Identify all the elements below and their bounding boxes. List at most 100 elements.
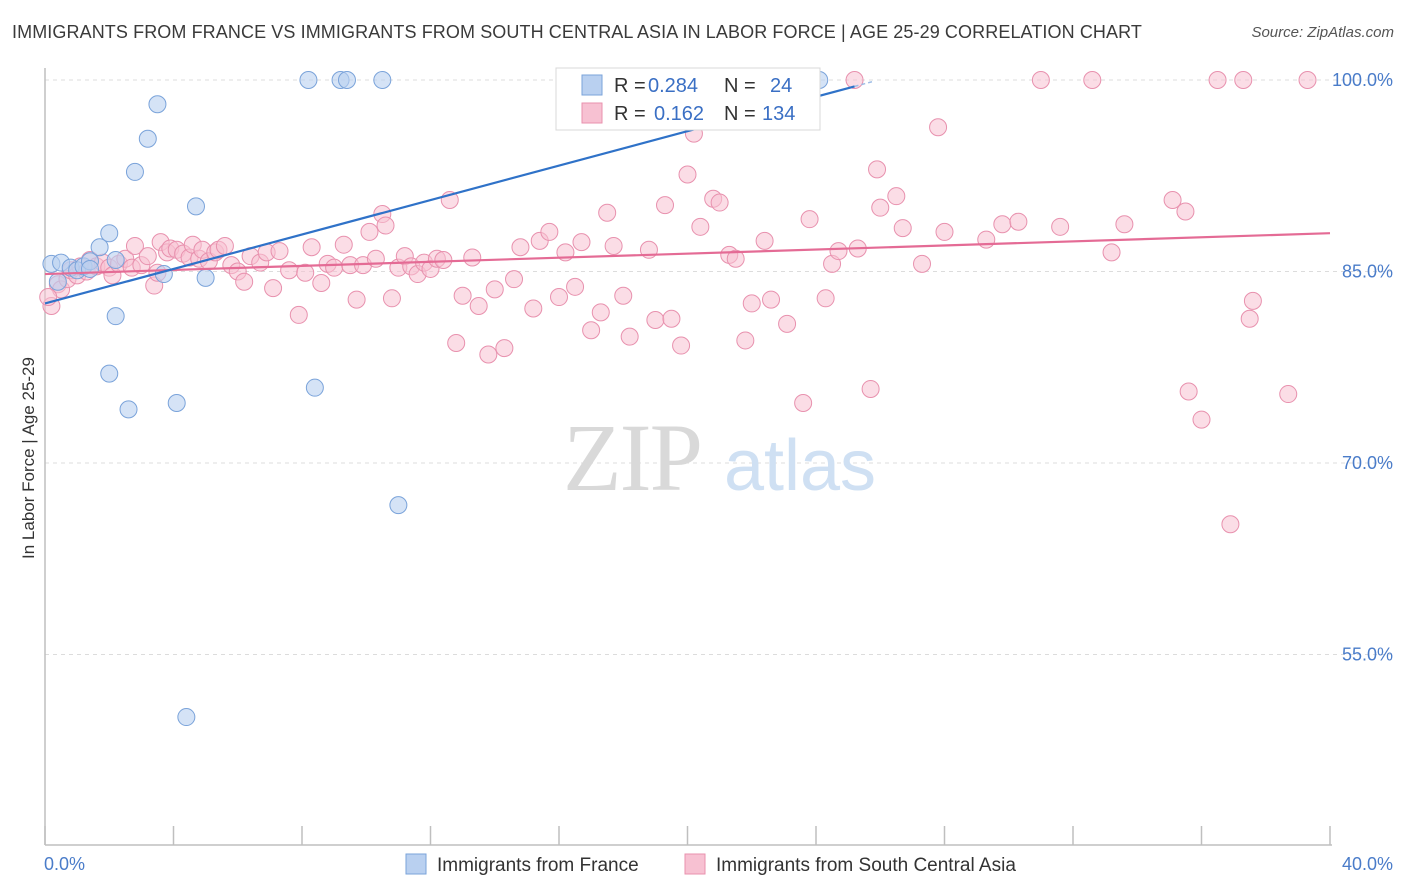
- data-point-south-central-asia: [264, 279, 283, 298]
- data-point-south-central-asia: [215, 236, 234, 255]
- data-point-south-central-asia: [672, 336, 691, 355]
- data-point-south-central-asia: [977, 230, 996, 249]
- data-point-france: [389, 496, 408, 515]
- data-point-south-central-asia: [447, 333, 466, 352]
- legend-r-value: 0.162: [654, 103, 704, 125]
- data-point-south-central-asia: [1009, 212, 1028, 231]
- data-point-south-central-asia: [1031, 71, 1050, 89]
- data-point-south-central-asia: [614, 286, 633, 305]
- legend-n-value: 134: [762, 103, 795, 125]
- trend-line-south-central-asia: [44, 232, 1331, 276]
- data-point-south-central-asia: [678, 165, 697, 184]
- data-point-south-central-asia: [929, 118, 948, 137]
- legend-n-label: N =: [724, 103, 756, 125]
- data-point-south-central-asia: [505, 270, 524, 289]
- legend-item-france-swatch: [405, 853, 427, 875]
- data-point-south-central-asia: [325, 258, 344, 277]
- data-point-south-central-asia: [691, 217, 710, 236]
- data-point-south-central-asia: [726, 249, 745, 268]
- data-point-france: [138, 129, 157, 148]
- data-point-south-central-asia: [620, 327, 639, 346]
- y-axis-title: In Labor Force | Age 25-29: [19, 357, 38, 559]
- data-point-south-central-asia: [710, 193, 729, 212]
- legend-item-france-label: Immigrants from France: [437, 855, 639, 876]
- data-point-south-central-asia: [566, 277, 585, 296]
- y-tick-labels: 55.0% 70.0% 85.0% 100.0%: [1332, 70, 1393, 665]
- data-point-south-central-asia: [495, 339, 514, 358]
- data-point-south-central-asia: [591, 303, 610, 322]
- watermark-zip: ZIP: [563, 404, 701, 511]
- data-point-south-central-asia: [1176, 202, 1195, 221]
- data-point-south-central-asia: [1102, 243, 1121, 262]
- data-point-south-central-asia: [646, 311, 665, 330]
- data-point-south-central-asia: [829, 242, 848, 261]
- data-point-france: [106, 307, 125, 326]
- legend-swatch-blue: [581, 74, 603, 96]
- y-tick-label: 85.0%: [1342, 262, 1393, 282]
- data-point-south-central-asia: [1179, 382, 1198, 401]
- data-point-south-central-asia: [524, 299, 543, 318]
- data-point-france: [100, 364, 119, 383]
- data-point-south-central-asia: [1298, 71, 1317, 89]
- data-point-france: [80, 259, 99, 278]
- data-point-south-central-asia: [762, 290, 781, 309]
- x-tick-label: 0.0%: [44, 854, 85, 874]
- chart-title: IMMIGRANTS FROM FRANCE VS IMMIGRANTS FRO…: [12, 22, 1142, 42]
- data-point-south-central-asia: [469, 296, 488, 315]
- data-point-south-central-asia: [1221, 515, 1240, 534]
- data-point-france: [186, 197, 205, 216]
- data-point-south-central-asia: [360, 222, 379, 241]
- data-point-south-central-asia: [1163, 191, 1182, 210]
- data-point-south-central-asia: [540, 222, 559, 241]
- data-point-south-central-asia: [572, 233, 591, 252]
- watermark-atlas: atlas: [724, 426, 876, 506]
- data-point-south-central-asia: [296, 263, 315, 282]
- legend-item-sca-swatch: [684, 853, 706, 875]
- data-point-south-central-asia: [598, 203, 617, 222]
- data-point-south-central-asia: [453, 286, 472, 305]
- data-point-south-central-asia: [312, 273, 331, 292]
- x-tick-label: 40.0%: [1342, 854, 1393, 874]
- data-point-south-central-asia: [887, 187, 906, 206]
- data-point-south-central-asia: [138, 247, 157, 266]
- data-point-south-central-asia: [280, 261, 299, 280]
- data-point-france: [177, 708, 196, 727]
- series-south-central-asia-points: [39, 71, 1317, 534]
- data-point-south-central-asia: [1279, 385, 1298, 404]
- data-point-south-central-asia: [1051, 217, 1070, 236]
- data-point-south-central-asia: [1115, 215, 1134, 234]
- data-point-south-central-asia: [463, 248, 482, 267]
- y-tick-label: 70.0%: [1342, 453, 1393, 473]
- data-point-france: [305, 378, 324, 397]
- y-tick-label: 55.0%: [1342, 645, 1393, 665]
- axes: [44, 68, 1332, 846]
- data-point-south-central-asia: [871, 198, 890, 217]
- data-point-south-central-asia: [550, 288, 568, 307]
- data-point-south-central-asia: [376, 216, 395, 235]
- data-point-south-central-asia: [935, 222, 954, 241]
- data-point-south-central-asia: [235, 272, 254, 291]
- trend-line-france-extension: [854, 80, 875, 88]
- legend-r-label: R =: [614, 103, 646, 125]
- data-point-france: [196, 268, 215, 287]
- legend-n-value: 24: [770, 75, 792, 97]
- data-point-south-central-asia: [1192, 410, 1211, 429]
- data-point-south-central-asia: [656, 196, 675, 215]
- data-point-south-central-asia: [778, 314, 797, 333]
- data-point-south-central-asia: [382, 289, 401, 308]
- data-point-south-central-asia: [1243, 291, 1262, 310]
- data-point-south-central-asia: [800, 210, 819, 229]
- data-point-south-central-asia: [270, 242, 289, 261]
- data-point-france: [299, 71, 318, 89]
- data-point-south-central-asia: [125, 236, 144, 255]
- data-point-south-central-asia: [582, 321, 601, 340]
- data-point-south-central-asia: [485, 280, 504, 299]
- data-point-south-central-asia: [289, 305, 308, 324]
- data-point-south-central-asia: [794, 393, 813, 412]
- data-point-south-central-asia: [302, 238, 321, 257]
- data-point-south-central-asia: [861, 379, 880, 398]
- data-point-south-central-asia: [868, 160, 887, 179]
- legend-r-label: R =: [614, 75, 646, 97]
- data-point-south-central-asia: [736, 331, 755, 350]
